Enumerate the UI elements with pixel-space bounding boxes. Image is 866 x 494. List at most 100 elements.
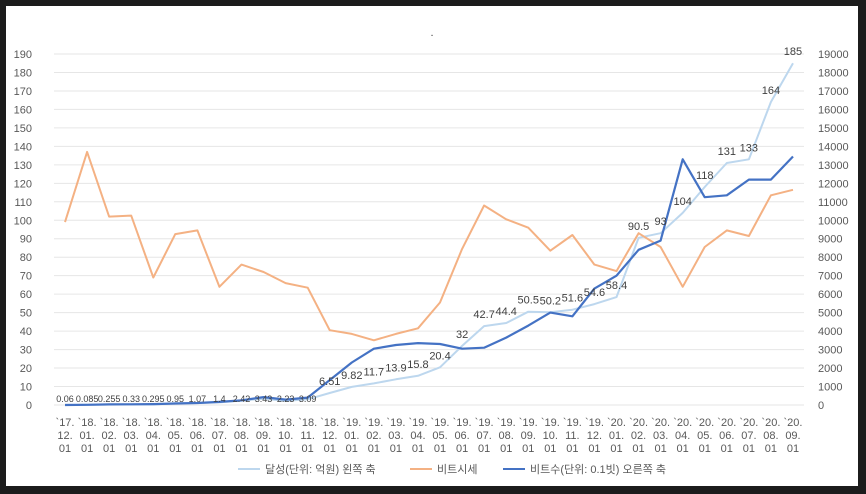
- series-line-3: [64, 155, 794, 407]
- series-lines: [64, 62, 794, 407]
- left-axis-tick-label: 150: [14, 123, 32, 135]
- gridlines: [54, 53, 804, 406]
- x-axis-tick-label: `18. 03. 01: [122, 417, 141, 455]
- x-axis-tick-label: `19. 01. 01: [342, 417, 361, 455]
- x-axis-tick-label: `18. 06. 01: [188, 417, 207, 455]
- x-axis-tick-label: `20. 01. 01: [607, 417, 626, 455]
- legend-label: 비트시세: [437, 463, 477, 476]
- left-axis-tick-label: 20: [20, 363, 32, 375]
- data-label: 131: [718, 146, 736, 158]
- data-label: 0.255: [98, 394, 121, 404]
- right-axis-tick-label: 0: [818, 400, 824, 412]
- data-label: 42.7: [473, 309, 494, 321]
- right-axis-tick-label: 10000: [818, 215, 849, 227]
- data-label: 0.085: [76, 394, 99, 404]
- left-axis-tick-label: 10: [20, 382, 32, 394]
- right-axis-ticks: 0 1000 2000 3000 4000 5000 6000 7000 8000 9000 100…: [818, 49, 849, 412]
- right-axis-tick-label: 7000: [818, 271, 842, 283]
- right-axis-tick-label: 4000: [818, 326, 842, 338]
- data-label: 164: [762, 85, 780, 97]
- left-axis-tick-label: 50: [20, 308, 32, 320]
- data-label: 20.4: [429, 350, 450, 362]
- x-axis-tick-label: `18. 05. 01: [166, 417, 185, 455]
- x-axis-tick-label: `19. 07. 01: [475, 417, 494, 455]
- legend-label: 비트수(단위: 0.1빗) 오른쪽 축: [530, 463, 666, 476]
- data-label: 0.295: [142, 394, 165, 404]
- x-axis-tick-label: `19. 08. 01: [497, 417, 516, 455]
- x-axis-tick-label: `20. 02. 01: [629, 417, 648, 455]
- x-axis-tick-label: `20. 07. 01: [739, 417, 758, 455]
- x-axis-tick-label: `19. 12. 01: [585, 417, 604, 455]
- left-axis-tick-label: 170: [14, 86, 32, 98]
- data-label: 15.8: [407, 359, 428, 371]
- data-label: 185: [784, 46, 802, 58]
- right-axis-tick-label: 12000: [818, 178, 849, 190]
- right-axis-tick-label: 1000: [818, 382, 842, 394]
- data-label: 1.4: [213, 394, 226, 404]
- data-label: 32: [456, 329, 468, 341]
- right-axis-tick-label: 13000: [818, 160, 849, 172]
- right-axis-tick-label: 11000: [818, 197, 848, 209]
- data-label: 3.09: [299, 394, 317, 404]
- legend-label: 달성(단위: 억원) 왼쪽 축: [265, 462, 376, 476]
- x-axis-tick-label: `19. 10. 01: [541, 417, 560, 455]
- x-axis-tick-label: `18. 10. 01: [276, 417, 295, 455]
- data-label: 133: [740, 142, 758, 154]
- x-axis-tick-label: `20. 04. 01: [673, 417, 692, 455]
- x-axis-tick-label: `19. 04. 01: [408, 417, 427, 455]
- series-line-2: [64, 150, 794, 342]
- x-axis-tick-label: `20. 08. 01: [761, 417, 780, 455]
- left-axis-tick-label: 190: [14, 49, 32, 61]
- x-axis-tick-label: `20. 09. 01: [783, 417, 802, 455]
- data-label: 58.4: [606, 280, 627, 292]
- right-axis-tick-label: 19000: [818, 49, 849, 61]
- x-axis-tick-label: `20. 05. 01: [695, 417, 714, 455]
- x-axis-tick-label: `18. 02. 01: [100, 417, 119, 455]
- left-axis-tick-label: 90: [20, 234, 32, 246]
- data-label: 2.23: [277, 394, 295, 404]
- data-label: 6.51: [319, 376, 340, 388]
- x-axis-tick-label: `18. 01. 01: [78, 417, 97, 455]
- legend: 달성(단위: 억원) 왼쪽 축 비트시세 비트수(단위: 0.1빗) 오른쪽 축: [238, 462, 666, 476]
- data-label: 93: [654, 216, 666, 228]
- x-axis-tick-label: `19. 03. 01: [386, 417, 405, 455]
- data-label: 54.6: [584, 287, 605, 299]
- x-axis-tick-label: `19. 06. 01: [453, 417, 472, 455]
- left-axis-tick-label: 0: [26, 400, 32, 412]
- right-axis-tick-label: 6000: [818, 289, 842, 301]
- right-axis-tick-label: 18000: [818, 67, 849, 79]
- data-label: 51.6: [562, 293, 583, 305]
- chart-frame: . 0 10 20 30 40 50 60 70 80 90 100 110 120 130 140 150 1…: [6, 6, 858, 486]
- x-axis-tick-label: `18. 04. 01: [144, 417, 163, 455]
- right-axis-tick-label: 5000: [818, 308, 842, 320]
- right-axis-tick-label: 15000: [818, 123, 849, 135]
- left-axis-tick-label: 30: [20, 345, 32, 357]
- data-label: 11.7: [364, 366, 385, 378]
- data-label: 9.82: [341, 370, 362, 382]
- left-axis-tick-label: 70: [20, 271, 32, 283]
- data-label: 3.43: [255, 394, 273, 404]
- data-label: 104: [673, 196, 691, 208]
- data-label: 13.9: [385, 362, 406, 374]
- data-label: 50.5: [518, 295, 539, 307]
- left-axis-tick-label: 120: [14, 178, 32, 190]
- x-axis-tick-label: `19. 11. 01: [563, 417, 582, 455]
- data-labels: 0.06 0.085 0.255 0.33 0.295 0.95 1.07 1.4 2.42 3.…: [56, 46, 802, 404]
- x-axis-ticks: `17. 12. 01`18. 01. 01`18. 02. 01`18. 03. 01`18.…: [56, 417, 803, 455]
- x-axis-tick-label: `18. 12. 01: [320, 417, 339, 455]
- left-axis-tick-label: 80: [20, 252, 32, 264]
- left-axis-tick-label: 100: [14, 215, 32, 227]
- left-axis-tick-label: 40: [20, 326, 32, 338]
- x-axis-tick-label: `17. 12. 01: [56, 417, 75, 455]
- right-axis-tick-label: 16000: [818, 104, 849, 116]
- left-axis-ticks: 0 10 20 30 40 50 60 70 80 90 100 110 120 130 140 150 160…: [14, 49, 32, 412]
- x-axis-tick-label: `18. 08. 01: [232, 417, 251, 455]
- data-label: 0.33: [122, 394, 140, 404]
- right-axis-tick-label: 8000: [818, 252, 842, 264]
- data-label: 118: [696, 170, 714, 182]
- left-axis-tick-label: 130: [14, 160, 32, 172]
- x-axis-tick-label: `18. 07. 01: [210, 417, 229, 455]
- right-axis-tick-label: 3000: [818, 345, 842, 357]
- data-label: 0.06: [56, 394, 74, 404]
- left-axis-tick-label: 110: [14, 197, 32, 209]
